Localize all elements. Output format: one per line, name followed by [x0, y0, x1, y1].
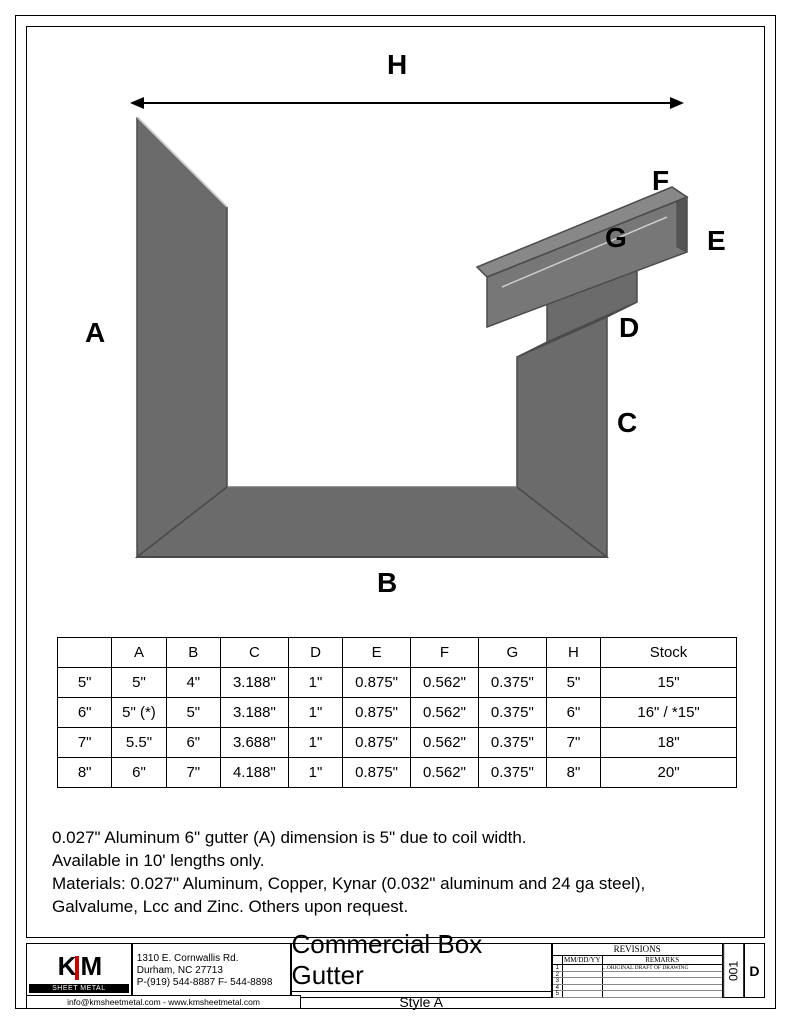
table-header-cell: B [166, 638, 220, 668]
drawing-subtitle: Style A [292, 991, 551, 1012]
table-cell: 1" [288, 728, 342, 758]
table-cell: 1" [288, 698, 342, 728]
dim-label-b: B [377, 567, 397, 599]
dim-label-g: G [605, 222, 627, 254]
company-logo: KM [29, 948, 129, 984]
table-cell: 6" [546, 698, 600, 728]
table-cell: 0.875" [343, 668, 411, 698]
dim-label-h: H [387, 49, 407, 81]
table-cell: 6" [112, 758, 166, 788]
table-cell: 8" [546, 758, 600, 788]
drawing-number-cell: 001 [723, 943, 744, 998]
table-row: 5"5"4"3.188"1"0.875"0.562"0.375"5"15" [58, 668, 737, 698]
gutter-diagram: H [57, 57, 737, 587]
table-header-row: ABCDEFGHStock [58, 638, 737, 668]
table-header-cell: H [546, 638, 600, 668]
address-line: Durham, NC 27713 [137, 965, 286, 977]
rev-col-header: MM/DD/YY [563, 956, 603, 964]
address-line: 1310 E. Cornwallis Rd. [137, 953, 286, 965]
logo-cell: KM SHEET METAL [26, 943, 132, 998]
table-header-cell: E [343, 638, 411, 668]
note-line: Galvalume, Lcc and Zinc. Others upon req… [52, 896, 739, 919]
drawing-size: D [749, 963, 759, 979]
table-cell: 4" [166, 668, 220, 698]
table-cell: 1" [288, 758, 342, 788]
table-cell: 5" [166, 698, 220, 728]
address-cell: 1310 E. Cornwallis Rd.Durham, NC 27713P-… [132, 943, 291, 998]
table-cell: 0.875" [343, 758, 411, 788]
revisions-cell: REVISIONS MM/DD/YYREMARKS 1...ORIGINAL D… [552, 943, 723, 998]
table-cell: 7" [166, 758, 220, 788]
table-cell: 5" [58, 668, 112, 698]
dim-label-c: C [617, 407, 637, 439]
table-cell: 7" [546, 728, 600, 758]
dim-arrow-h [132, 102, 682, 104]
table-cell: 0.375" [478, 698, 546, 728]
table-cell: 1" [288, 668, 342, 698]
table-cell: 18" [601, 728, 737, 758]
table-cell: 5" (*) [112, 698, 166, 728]
title-cell: Commercial Box Gutter Style A [291, 943, 552, 998]
table-cell: 0.875" [343, 728, 411, 758]
table-cell: 15" [601, 668, 737, 698]
revisions-col-headers: MM/DD/YYREMARKS [553, 956, 722, 965]
note-line: 0.027" Aluminum 6" gutter (A) dimension … [52, 827, 739, 850]
table-cell: 3.688" [220, 728, 288, 758]
table-cell: 0.562" [411, 758, 479, 788]
table-row: 8"6"7"4.188"1"0.875"0.562"0.375"8"20" [58, 758, 737, 788]
drawing-title: Commercial Box Gutter [292, 929, 551, 991]
table-header-cell: G [478, 638, 546, 668]
table-header-cell: F [411, 638, 479, 668]
table-cell: 16" / *15" [601, 698, 737, 728]
table-cell: 3.188" [220, 668, 288, 698]
revisions-header: REVISIONS [553, 943, 722, 956]
dim-label-d: D [619, 312, 639, 344]
table-cell: 0.562" [411, 698, 479, 728]
table-header-cell: Stock [601, 638, 737, 668]
table-cell: 5" [112, 668, 166, 698]
inner-frame: H [26, 26, 765, 938]
drawing-sheet: H [15, 15, 776, 1009]
dim-label-e: E [707, 225, 726, 257]
table-cell: 0.375" [478, 728, 546, 758]
rev-col-header: REMARKS [603, 956, 722, 964]
dim-label-a: A [85, 317, 105, 349]
table-row: 6"5" (*)5"3.188"1"0.875"0.562"0.375"6"16… [58, 698, 737, 728]
note-line: Materials: 0.027" Aluminum, Copper, Kyna… [52, 873, 739, 896]
table-cell: 6" [58, 698, 112, 728]
title-block: KM SHEET METAL 1310 E. Cornwallis Rd.Dur… [26, 943, 765, 998]
table-cell: 0.375" [478, 668, 546, 698]
table-row: 7"5.5"6"3.688"1"0.875"0.562"0.375"7"18" [58, 728, 737, 758]
table-cell: 0.375" [478, 758, 546, 788]
address-line: P-(919) 544-8887 F- 544-8898 [137, 977, 286, 989]
notes-block: 0.027" Aluminum 6" gutter (A) dimension … [52, 827, 739, 919]
table-cell: 4.188" [220, 758, 288, 788]
table-cell: 0.875" [343, 698, 411, 728]
table-cell: 3.188" [220, 698, 288, 728]
drawing-number: 001 [726, 960, 740, 980]
table-header-cell: C [220, 638, 288, 668]
table-cell: 5" [546, 668, 600, 698]
table-cell: 5.5" [112, 728, 166, 758]
contact-row: info@kmsheetmetal.com - www.kmsheetmetal… [26, 995, 301, 1009]
rev-col-header [553, 956, 563, 964]
table-cell: 7" [58, 728, 112, 758]
table-cell: 8" [58, 758, 112, 788]
table-header-cell: A [112, 638, 166, 668]
dim-label-f: F [652, 165, 669, 197]
drawing-size-cell: D [744, 943, 765, 998]
note-line: Available in 10' lengths only. [52, 850, 739, 873]
rev-row: 5 [553, 991, 722, 998]
spec-table: ABCDEFGHStock 5"5"4"3.188"1"0.875"0.562"… [57, 637, 737, 788]
table-header-cell [58, 638, 112, 668]
table-cell: 0.562" [411, 728, 479, 758]
table-cell: 6" [166, 728, 220, 758]
logo-subtext: SHEET METAL [29, 984, 129, 993]
table-cell: 0.562" [411, 668, 479, 698]
table-header-cell: D [288, 638, 342, 668]
gutter-profile-svg [117, 117, 697, 577]
table-cell: 20" [601, 758, 737, 788]
